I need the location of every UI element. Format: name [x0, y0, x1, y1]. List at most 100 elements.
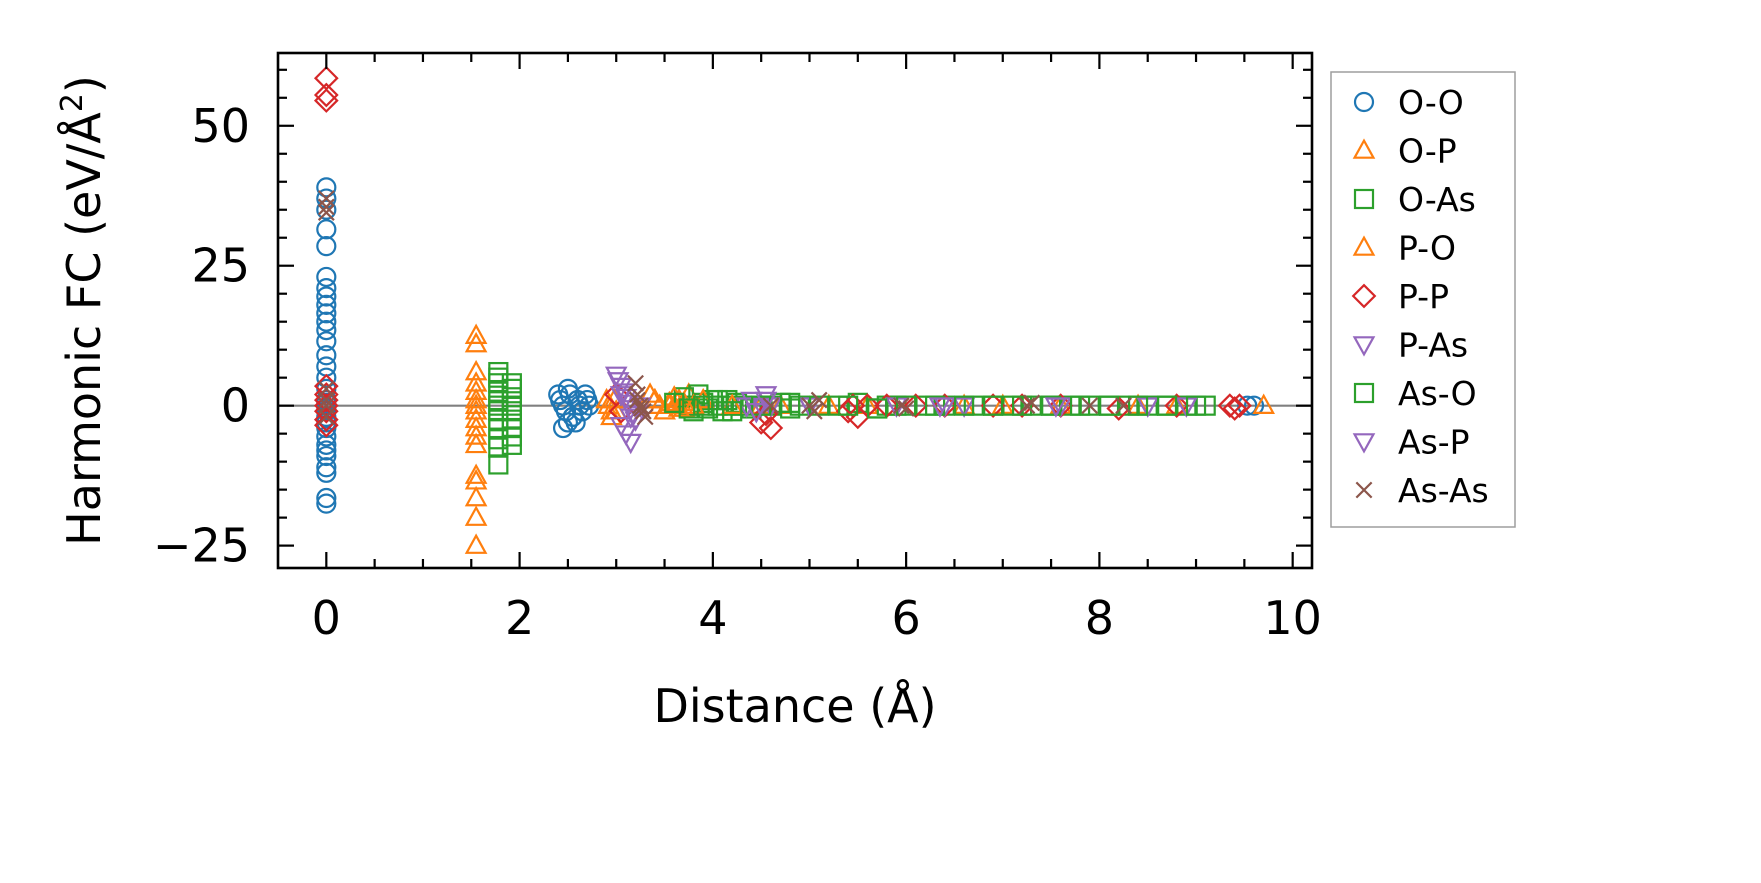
legend-marker: [1352, 138, 1376, 159]
data-point: [664, 392, 685, 413]
data-point: [600, 404, 623, 426]
data-point: [1243, 395, 1265, 416]
data-point: [316, 426, 337, 447]
data-point: [740, 391, 763, 413]
data-point: [317, 190, 335, 207]
y-tick-labels: −25 0 25 50: [153, 99, 250, 573]
legend-label: P-As: [1398, 326, 1468, 365]
x-tick-label: 4: [698, 591, 727, 645]
data-point: [595, 387, 618, 409]
data-point: [316, 440, 337, 461]
data-point: [954, 395, 975, 416]
data-point: [631, 397, 649, 415]
data-point: [1011, 395, 1033, 416]
legend-label: O-O: [1398, 83, 1464, 122]
data-point: [629, 386, 646, 403]
data-point: [567, 389, 588, 411]
data-point: [1040, 395, 1062, 416]
data-point: [464, 533, 488, 554]
data-point: [316, 462, 337, 483]
legend-marker: [1353, 382, 1375, 404]
data-point: [316, 457, 337, 478]
x-tick-label: 0: [312, 591, 341, 645]
data-point: [867, 398, 888, 419]
data-point: [780, 392, 801, 413]
data-point: [464, 331, 488, 353]
legend-entry-o-as: O-As: [1353, 180, 1476, 219]
data-point: [464, 463, 488, 484]
legend-entry-o-p: O-P: [1352, 132, 1457, 171]
data-point: [928, 397, 952, 418]
data-point: [488, 367, 509, 388]
legend-entry-p-o: P-O: [1352, 229, 1456, 268]
data-point: [1217, 393, 1243, 419]
data-point: [693, 395, 714, 416]
data-point: [1127, 395, 1149, 416]
series-as-as: [317, 190, 1132, 426]
data-point: [745, 402, 768, 424]
data-point: [464, 485, 488, 507]
data-point: [316, 311, 337, 332]
legend-marker: [1352, 433, 1376, 454]
data-point: [1106, 396, 1132, 421]
legend-marker: [1355, 481, 1373, 499]
data-point: [313, 88, 339, 113]
data-point: [707, 389, 728, 411]
data-point: [464, 387, 488, 409]
data-point: [662, 385, 686, 406]
data-point: [609, 386, 633, 407]
legend-entry-p-as: P-As: [1352, 326, 1468, 365]
data-point: [464, 432, 488, 454]
data-point: [316, 286, 337, 307]
y-tick-label: 50: [191, 99, 250, 153]
data-point: [722, 401, 743, 422]
data-point: [316, 236, 337, 257]
legend-label: As-P: [1398, 423, 1470, 462]
legend-label: P-P: [1398, 277, 1449, 316]
legend-label: As-O: [1398, 374, 1477, 413]
data-point: [316, 319, 337, 341]
data-point: [316, 345, 337, 366]
legend-entry-as-p: As-P: [1352, 423, 1470, 462]
data-point: [316, 445, 337, 467]
data-point: [762, 397, 780, 415]
data-point: [316, 177, 337, 198]
legend-marker: [1352, 235, 1376, 256]
data-point: [1018, 397, 1036, 415]
data-point: [653, 399, 676, 420]
data-point: [678, 398, 699, 419]
data-point: [316, 219, 337, 240]
x-tick-labels: 0 2 4 6 8 10: [312, 591, 1322, 645]
data-point: [810, 391, 828, 409]
y-axis-label-main: Harmonic FC (eV/Å: [57, 112, 111, 546]
legend-entry-as-o: As-O: [1353, 374, 1477, 413]
data-point: [316, 367, 337, 388]
data-point: [1222, 396, 1248, 421]
legend-entry-o-o: O-O: [1353, 83, 1464, 122]
data-point: [1044, 397, 1068, 418]
data-point: [903, 393, 929, 419]
data-point: [925, 395, 946, 416]
data-point: [632, 400, 650, 417]
legend-marker: [1353, 91, 1375, 113]
data-point: [636, 408, 654, 426]
legend-box: [1330, 71, 1516, 528]
x-tick-label: 6: [891, 591, 920, 645]
data-point: [805, 402, 823, 420]
legend-label: O-As: [1398, 180, 1476, 219]
y-axis-label: Harmonic FC (eV/Å2): [55, 75, 111, 546]
data-point: [619, 433, 643, 455]
data-point: [313, 65, 339, 91]
data-point: [1237, 395, 1258, 416]
data-point: [980, 393, 1006, 419]
legend-label: P-O: [1398, 229, 1456, 268]
data-point: [1023, 394, 1041, 412]
data-point: [892, 397, 910, 415]
data-point: [464, 505, 488, 526]
data-point: [897, 400, 915, 417]
data-point: [838, 395, 859, 416]
data-point: [488, 361, 509, 383]
y-axis-label-superscript: 2: [55, 93, 90, 112]
data-point: [952, 397, 976, 418]
data-point: [313, 407, 339, 433]
